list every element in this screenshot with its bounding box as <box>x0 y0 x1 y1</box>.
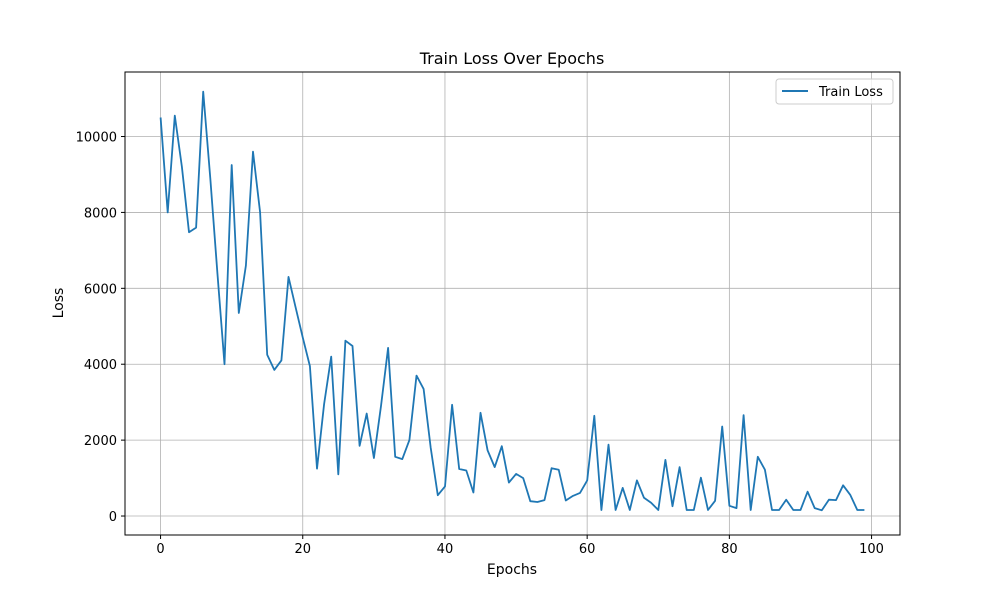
y-tick-label: 8000 <box>84 206 117 221</box>
x-tick-label: 60 <box>579 542 596 557</box>
y-tick-label: 2000 <box>84 434 117 449</box>
series-layer <box>159 90 865 512</box>
x-tick-label: 100 <box>859 542 884 557</box>
legend: Train Loss <box>775 78 894 105</box>
y-tick-label: 0 <box>109 510 117 525</box>
y-tick-label: 6000 <box>84 282 117 297</box>
y-tick-label: 10000 <box>76 131 117 146</box>
y-axis-label: Loss <box>51 288 67 319</box>
y-tick-label: 4000 <box>84 358 117 373</box>
plot-area-frame <box>124 71 901 536</box>
legend-label-train-loss: Train Loss <box>818 85 883 100</box>
axis-ticks: 0 20 40 60 80 100 0 2000 4000 6000 8000 10000 <box>76 131 884 557</box>
series-line-train-loss <box>159 90 865 512</box>
x-tick-label: 20 <box>294 542 311 557</box>
chart-title: Train Loss Over Epochs <box>419 49 605 68</box>
legend-box <box>775 78 894 105</box>
x-tick-label: 40 <box>437 542 454 557</box>
grid <box>125 72 900 535</box>
x-axis-label: Epochs <box>487 562 537 578</box>
x-tick-label: 0 <box>156 542 164 557</box>
x-tick-label: 80 <box>721 542 738 557</box>
